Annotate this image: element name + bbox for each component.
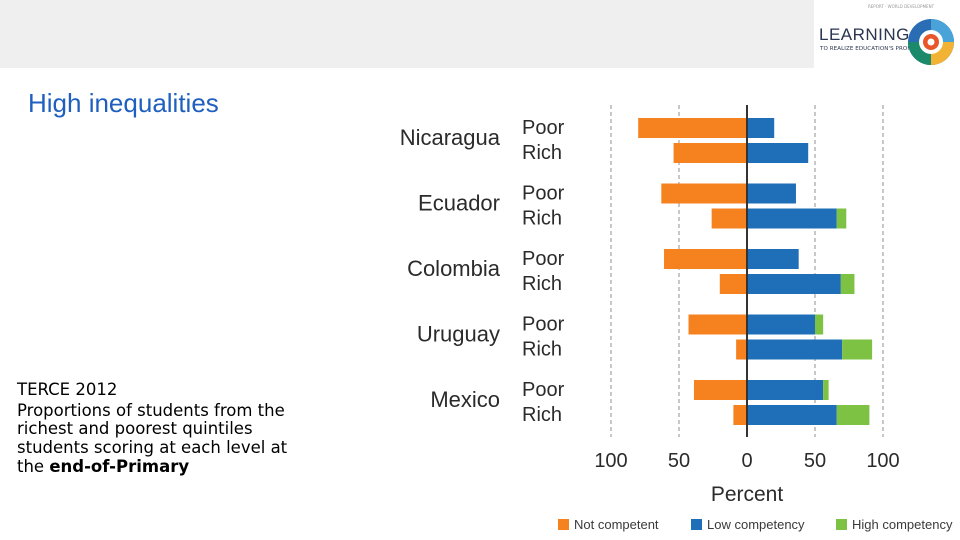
bar-high-competency [836,208,847,229]
caption-body: Proportions of students from the richest… [17,400,288,476]
group-label: Poor [522,248,565,270]
group-label: Rich [522,142,562,164]
x-axis-label: Percent [711,483,784,506]
bar-low-competency [747,405,837,425]
group-label: Poor [522,183,565,205]
slide-title: High inequalities [28,88,219,118]
country-label: Nicaragua [400,125,501,150]
legend-swatch [558,519,569,530]
logo-top-text: REPORT · WORLD DEVELOPMENT [868,4,935,9]
group-label: Rich [522,273,562,295]
logo-wordmark: LEARNING [819,25,910,44]
caption-heading: TERCE 2012 [17,380,118,399]
x-tick-label: 50 [804,450,826,472]
x-tick-label: 50 [668,450,690,472]
country-label: Ecuador [418,191,500,216]
bar-not-competent [733,405,747,425]
bar-not-competent [664,249,747,269]
country-label: Uruguay [417,322,500,347]
legend-label: Low competency [707,517,805,532]
x-tick-label: 0 [741,450,752,472]
legend-label: Not competent [574,517,659,532]
bar-low-competency [747,314,815,335]
legend-item: Not competent [558,517,659,532]
bar-low-competency [747,208,837,229]
logo-subtitle: TO REALIZE EDUCATION'S PROMISE [820,46,922,52]
bar-low-competency [747,339,843,360]
chart-caption: TERCE 2012 Proportions of students from … [17,380,292,477]
x-tick-label: 100 [594,450,627,472]
group-label: Rich [522,404,562,426]
bar-not-competent [688,314,747,335]
x-tick-label: 100 [866,450,899,472]
legend-item: High competency [836,517,952,532]
group-label: Rich [522,339,562,361]
bar-high-competency [840,274,855,294]
group-label: Poor [522,314,565,336]
bar-not-competent [638,118,747,138]
bar-low-competency [747,249,799,269]
group-label: Poor [522,117,565,139]
legend-swatch [691,519,702,530]
country-label: Mexico [430,387,500,412]
header-bar [0,0,960,68]
bar-high-competency [836,405,870,425]
legend-label: High competency [852,517,953,532]
legend-item: Low competency [691,517,805,532]
bar-not-competent [736,339,747,360]
competency-chart: Nicaragua Poor Rich Ecuador Poor Rich Colombia… [400,105,900,506]
group-label: Rich [522,208,562,230]
bar-low-competency [747,183,796,204]
bar-high-competency [842,339,873,360]
caption-bold: end-of-Primary [49,456,190,476]
bar-not-competent [719,274,747,294]
bar-not-competent [693,380,747,400]
bar-low-competency [747,380,824,400]
group-label: Poor [522,379,565,401]
country-label: Colombia [407,256,501,281]
bar-high-competency [823,380,829,400]
legend-swatch [836,519,847,530]
logo-emblem-icon [908,19,954,65]
bar-not-competent [711,208,747,229]
bar-low-competency [747,143,809,163]
bar-high-competency [815,314,824,335]
bar-low-competency [747,274,841,294]
bar-not-competent [673,143,747,163]
bar-not-competent [661,183,747,204]
bar-low-competency [747,118,775,138]
